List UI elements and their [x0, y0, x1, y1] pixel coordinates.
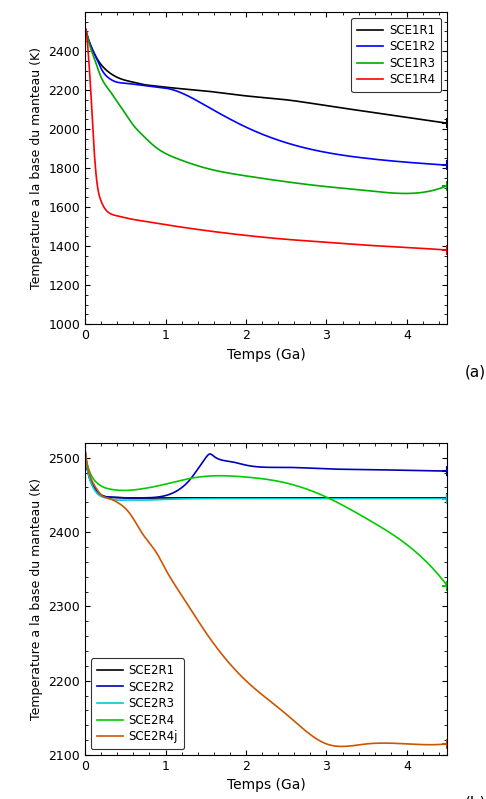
SCE1R3 — [403, 189, 409, 198]
SCE1R2 — [297, 142, 303, 152]
SCE1R2 — [254, 127, 260, 137]
SCE2R4j — [82, 446, 88, 455]
SCE2R1 — [436, 493, 442, 503]
SCE2R4j — [380, 738, 385, 748]
Line: SCE2R3: SCE2R3 — [85, 451, 447, 500]
SCE1R2 — [435, 160, 441, 169]
SCE2R3 — [380, 494, 385, 503]
SCE1R4 — [256, 232, 262, 241]
SCE2R2 — [436, 466, 442, 475]
SCE2R2 — [380, 465, 385, 475]
SCE2R3 — [255, 494, 260, 503]
SCE1R2 — [444, 161, 450, 170]
SCE2R4j — [256, 688, 262, 698]
SCE2R1 — [257, 493, 263, 503]
SCE2R1 — [444, 493, 450, 503]
Line: SCE2R2: SCE2R2 — [85, 451, 447, 498]
SCE2R2 — [444, 467, 450, 476]
SCE2R4j — [254, 686, 260, 695]
Line: SCE1R3: SCE1R3 — [85, 28, 447, 193]
SCE2R1 — [82, 446, 88, 455]
SCE1R1 — [379, 109, 385, 118]
SCE1R2 — [256, 128, 262, 137]
SCE1R1 — [435, 117, 441, 127]
SCE2R1 — [138, 493, 144, 503]
SCE2R3 — [257, 494, 263, 503]
SCE1R4 — [435, 244, 441, 254]
X-axis label: Temps (Ga): Temps (Ga) — [226, 348, 306, 362]
SCE2R3 — [118, 495, 123, 505]
SCE1R2 — [82, 23, 88, 33]
Line: SCE2R1: SCE2R1 — [85, 451, 447, 498]
Text: (a): (a) — [465, 365, 486, 380]
SCE2R4 — [297, 482, 303, 491]
Y-axis label: Temperature a la base du manteau (K): Temperature a la base du manteau (K) — [30, 478, 43, 720]
SCE1R3 — [82, 23, 88, 33]
SCE1R4 — [278, 234, 284, 244]
SCE1R1 — [256, 93, 262, 102]
SCE1R4 — [82, 23, 88, 33]
SCE1R1 — [278, 94, 284, 104]
SCE2R4 — [82, 446, 88, 455]
SCE1R3 — [379, 187, 385, 197]
SCE1R1 — [254, 92, 260, 101]
SCE1R3 — [254, 173, 260, 182]
SCE2R3 — [82, 446, 88, 455]
SCE1R1 — [82, 23, 88, 33]
SCE1R1 — [297, 97, 303, 106]
SCE1R4 — [444, 245, 450, 255]
SCE1R3 — [436, 184, 442, 193]
SCE2R2 — [257, 462, 263, 471]
SCE2R3 — [279, 494, 285, 503]
SCE2R4j — [436, 740, 442, 749]
SCE2R2 — [298, 463, 304, 472]
SCE1R2 — [379, 155, 385, 165]
SCE2R1 — [279, 493, 285, 503]
SCE1R1 — [444, 118, 450, 128]
SCE1R3 — [297, 179, 303, 189]
SCE2R2 — [82, 446, 88, 455]
Legend: SCE2R1, SCE2R2, SCE2R3, SCE2R4, SCE2R4j: SCE2R1, SCE2R2, SCE2R3, SCE2R4, SCE2R4j — [91, 658, 184, 749]
SCE2R4 — [254, 473, 260, 483]
Line: SCE2R4: SCE2R4 — [85, 451, 447, 586]
SCE2R2 — [255, 462, 260, 471]
SCE2R4j — [278, 705, 284, 714]
Text: (b): (b) — [465, 796, 486, 799]
SCE2R4 — [435, 570, 441, 579]
SCE2R4 — [278, 477, 284, 487]
SCE1R4 — [379, 241, 385, 251]
SCE2R3 — [298, 494, 304, 503]
SCE1R2 — [278, 137, 284, 146]
SCE2R4 — [444, 581, 450, 590]
Line: SCE2R4j: SCE2R4j — [85, 451, 447, 746]
SCE2R4j — [444, 739, 450, 749]
SCE2R4j — [339, 741, 345, 751]
Legend: SCE1R1, SCE1R2, SCE1R3, SCE1R4: SCE1R1, SCE1R2, SCE1R3, SCE1R4 — [351, 18, 441, 93]
SCE2R3 — [436, 494, 442, 503]
SCE2R4j — [297, 721, 303, 731]
SCE1R3 — [278, 177, 284, 186]
SCE2R1 — [255, 493, 260, 503]
SCE1R3 — [444, 181, 450, 190]
SCE2R2 — [129, 493, 135, 503]
SCE2R4 — [256, 474, 262, 483]
SCE2R4 — [379, 523, 385, 532]
SCE1R3 — [256, 173, 262, 183]
SCE1R4 — [297, 236, 303, 245]
Line: SCE1R4: SCE1R4 — [85, 28, 447, 250]
SCE1R4 — [254, 232, 260, 241]
X-axis label: Temps (Ga): Temps (Ga) — [226, 778, 306, 793]
SCE2R1 — [380, 493, 385, 503]
SCE2R1 — [298, 493, 304, 503]
Line: SCE1R2: SCE1R2 — [85, 28, 447, 165]
SCE2R3 — [444, 494, 450, 503]
Y-axis label: Temperature a la base du manteau (K): Temperature a la base du manteau (K) — [30, 47, 43, 289]
Line: SCE1R1: SCE1R1 — [85, 28, 447, 123]
SCE2R2 — [279, 463, 285, 472]
